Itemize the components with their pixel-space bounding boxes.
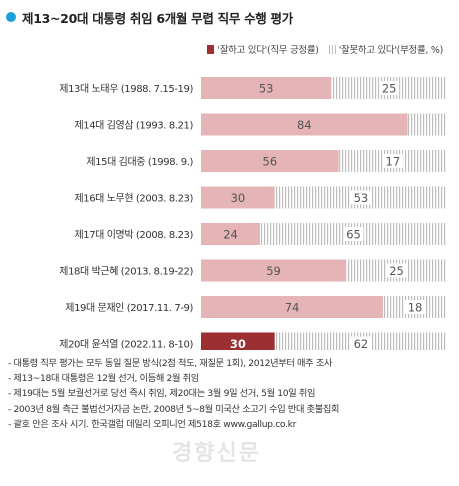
data-label-positive: 74 [285,301,300,315]
data-label-negative-bg [343,227,364,241]
chart-title-row: 제13~20대 대통령 취임 6개월 무렵 직무 수행 평가 [6,6,293,28]
legend-swatch-positive [207,44,215,54]
bar-positive [201,113,408,136]
data-label-negative-bg [379,81,400,95]
data-label-negative: 25 [389,264,404,278]
footnote: - 대통령 직무 평가는 모두 동일 질문 방식(2점 척도, 재질문 1회),… [8,358,333,369]
footnote: - 제13~18대 대통령은 12월 선거, 이듬해 2월 취임 [8,373,199,385]
stacked-bar-chart: 제13대 노태우 (1988. 7.15-19) 53 25 제14대 김영삼 (19… [59,77,447,351]
category-label: 제17대 이명박 (2008. 8.23) [74,229,193,241]
category-label: 제15대 김대중 (1998. 9.) [86,156,193,168]
footnotes: - 대통령 직무 평가는 모두 동일 질문 방식(2점 척도, 재질문 1회),… [8,356,454,432]
data-label-positive: 30 [231,191,246,205]
data-label-negative: 62 [354,337,369,350]
bar-positive [201,296,384,318]
data-label-positive: 24 [223,228,238,242]
category-label: 제20대 윤석열 (2022.11. 8-10) [59,339,193,351]
bar-positive [201,223,261,245]
data-label-negative-bg [350,190,371,205]
footnote: - 제19대는 5월 보궐선거로 당선 즉시 취임, 제20대는 3월 9일 선… [8,388,316,400]
legend-label-positive: '잘하고 있다'(직무 긍정률) [217,45,319,56]
data-label-negative: 65 [346,228,361,242]
category-label: 제18대 박근혜 (2013. 8.19-22) [59,266,193,278]
data-label-negative-bg [350,336,371,350]
chart-legend: '잘하고 있다'(직무 긍정률) '잘못하고 있다'(부정률, %) [207,42,443,56]
chart-title: 제13~20대 대통령 취임 6개월 무렵 직무 수행 평가 [22,10,293,26]
data-label-positive: 84 [297,118,312,132]
category-label: 제14대 김영삼 (1993. 8.21) [74,120,193,132]
bar-positive [201,77,332,99]
bullet-dot-icon [6,12,16,22]
legend-swatch-negative [328,44,336,54]
footnote: - 2003년 8월 측근 불법선거자금 논란, 2008년 5~8월 미국산 … [8,403,340,415]
bar-negative [407,113,447,136]
category-label: 제16대 노무현 (2003. 8.23) [74,193,193,205]
legend-label-negative: '잘못하고 있다'(부정률, %) [338,45,444,56]
bar-positive [201,150,339,172]
bar-positive [201,332,275,350]
category-label: 제19대 문재인 (2017.11. 7-9) [65,302,193,314]
data-label-positive: 53 [259,82,274,96]
data-label-negative: 25 [382,82,397,96]
data-label-negative-bg [405,300,426,314]
data-label-positive: 30 [230,337,246,350]
bar-positive [201,186,275,209]
data-label-positive: 59 [266,264,281,278]
footnote: - 괄호 안은 조사 시기. 한국갤럽 데일리 오피니언 제518호 www.g… [8,418,296,430]
bars-group: 제13대 노태우 (1988. 7.15-19) 53 25 제14대 김영삼 (19… [59,77,447,351]
data-label-negative-bg [386,263,407,278]
data-label-positive: 56 [263,155,278,169]
data-label-negative: 18 [408,301,423,315]
data-label-negative: 17 [386,155,401,169]
data-label-negative: 53 [354,191,369,205]
publisher-watermark: 경향신문 [172,441,261,466]
category-label: 제13대 노태우 (1988. 7.15-19) [59,83,193,95]
data-label-negative-bg [382,154,403,168]
bar-positive [201,259,347,282]
